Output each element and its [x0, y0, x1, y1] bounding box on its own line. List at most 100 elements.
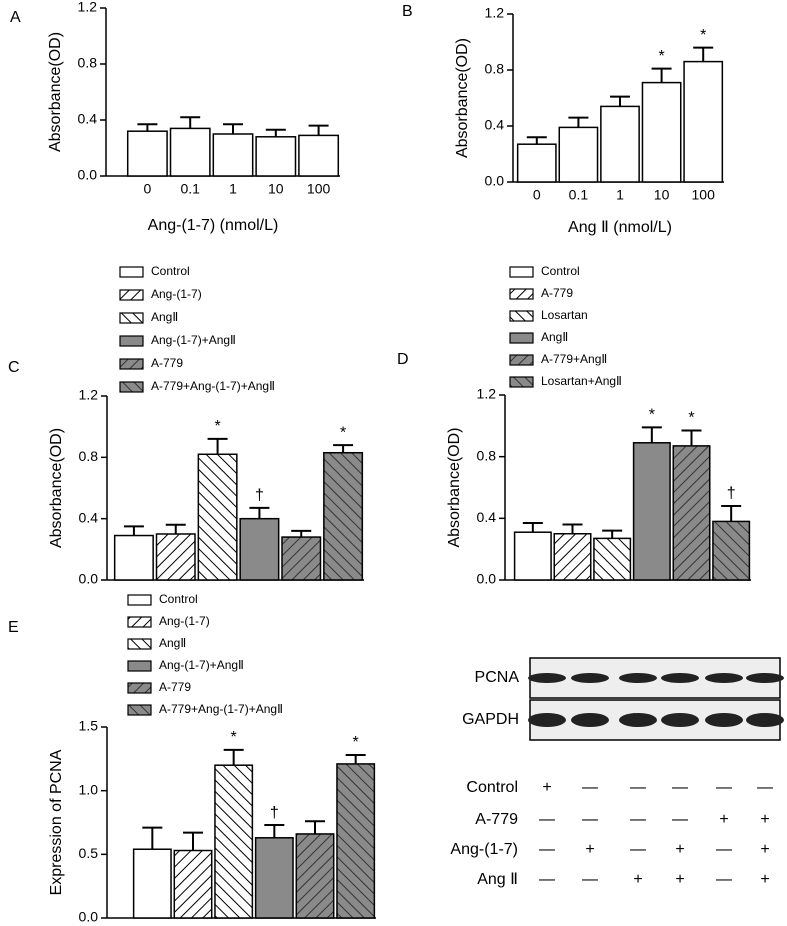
y-tick-label: 0.8: [485, 61, 505, 77]
legend-label: A-779: [159, 680, 191, 694]
band: [746, 713, 784, 727]
legend-swatch: [119, 312, 144, 324]
bar: [298, 134, 340, 177]
bar: [197, 453, 238, 581]
band: [528, 713, 566, 727]
legend-swatch: [509, 332, 534, 344]
treatment-sign: —: [716, 871, 732, 888]
bar: [132, 848, 172, 919]
bar: [323, 451, 364, 581]
legend-label: AngⅡ: [541, 330, 568, 344]
treatment-sign: +: [760, 871, 769, 888]
band: [746, 673, 784, 683]
bar: [239, 517, 280, 581]
y-tick-label: 0.4: [79, 509, 99, 525]
bar: [516, 143, 557, 183]
bar: [169, 127, 211, 177]
legend-swatch: [119, 266, 144, 278]
significance-mark: *: [214, 418, 220, 435]
legend-swatch: [127, 682, 152, 694]
y-tick-label: 0.8: [78, 55, 98, 71]
treatment-sign: —: [582, 779, 598, 796]
y-tick-label: 0.0: [477, 571, 497, 587]
treatment-sign: +: [760, 811, 769, 828]
x-tick-label: 1: [616, 187, 624, 203]
significance-mark: *: [340, 424, 346, 441]
legend-swatch: [509, 376, 534, 388]
x-axis-label: Ang-(1-7) (nmol/L): [148, 217, 279, 234]
treatment-sign: —: [539, 811, 555, 828]
bar: [513, 531, 552, 581]
significance-mark: †: [255, 487, 264, 504]
legend-swatch: [119, 381, 144, 393]
legend-label: AngⅡ: [159, 636, 186, 650]
legend-label: Ang-(1-7): [151, 287, 202, 301]
y-tick-label: 1.2: [485, 5, 505, 21]
significance-mark: †: [727, 485, 736, 502]
legend-label: A-779: [151, 356, 183, 370]
bar: [155, 533, 196, 581]
treatment-sign: —: [630, 811, 646, 828]
significance-mark: *: [688, 410, 694, 427]
treatment-label: Ang-(1-7): [450, 841, 518, 858]
significance-mark: *: [231, 729, 237, 746]
band: [661, 673, 699, 683]
bar: [641, 81, 682, 183]
treatment-sign: —: [716, 779, 732, 796]
treatment-sign: +: [719, 811, 728, 828]
bar: [281, 536, 322, 581]
panel-letter: A: [10, 9, 21, 26]
band-label: GAPDH: [462, 711, 519, 728]
treatment-sign: —: [630, 841, 646, 858]
treatment-label: A-779: [475, 811, 518, 828]
significance-mark: *: [353, 734, 359, 751]
y-axis-label: Expression of PCNA: [48, 749, 65, 895]
significance-mark: *: [700, 27, 706, 44]
legend-label: Ang-(1-7): [159, 614, 210, 628]
y-tick-label: 0.0: [78, 167, 98, 183]
legend-label: A-779+Ang-(1-7)+AngⅡ: [159, 702, 283, 716]
bar: [255, 136, 297, 177]
treatment-sign: —: [582, 811, 598, 828]
band: [705, 713, 743, 727]
legend-label: A-779+Ang-(1-7)+AngⅡ: [151, 379, 275, 393]
x-tick-label: 0: [144, 181, 152, 197]
x-axis-label: Ang Ⅱ (nmol/L): [568, 219, 672, 236]
treatment-sign: —: [630, 779, 646, 796]
y-tick-label: 0.4: [485, 117, 505, 133]
bar: [214, 764, 254, 919]
legend-swatch: [119, 358, 144, 370]
bar: [126, 130, 168, 177]
bar: [600, 105, 640, 183]
legend-swatch: [127, 704, 152, 716]
y-tick-label: 1.5: [79, 718, 99, 734]
band: [528, 673, 566, 683]
bar: [632, 442, 671, 581]
treatment-sign: —: [757, 779, 773, 796]
y-tick-label: 1.2: [477, 386, 497, 402]
x-tick-label: 0.1: [569, 187, 589, 203]
panel-letter: E: [8, 619, 19, 636]
x-tick-label: 100: [307, 181, 331, 197]
band: [619, 713, 657, 727]
treatment-sign: +: [585, 841, 594, 858]
legend-swatch: [119, 289, 144, 301]
legend-label: Losartan: [541, 308, 588, 322]
significance-mark: †: [270, 804, 279, 821]
y-axis-label: Absorbance(OD): [454, 38, 471, 158]
x-tick-label: 10: [654, 187, 670, 203]
treatment-sign: —: [672, 779, 688, 796]
legend-label: Ang-(1-7)+AngⅡ: [151, 333, 236, 347]
x-tick-label: 0.1: [180, 181, 200, 197]
legend-label: Losartan+AngⅡ: [541, 374, 622, 388]
legend-swatch: [509, 354, 534, 366]
y-tick-label: 0.8: [477, 447, 497, 463]
legend-label: Control: [159, 592, 198, 606]
bar: [113, 534, 154, 581]
y-tick-label: 1.0: [79, 781, 99, 797]
band-label: PCNA: [475, 669, 520, 686]
y-tick-label: 0.8: [79, 448, 99, 464]
significance-mark: *: [649, 407, 655, 424]
y-axis-label: Absorbance(OD): [47, 32, 64, 152]
